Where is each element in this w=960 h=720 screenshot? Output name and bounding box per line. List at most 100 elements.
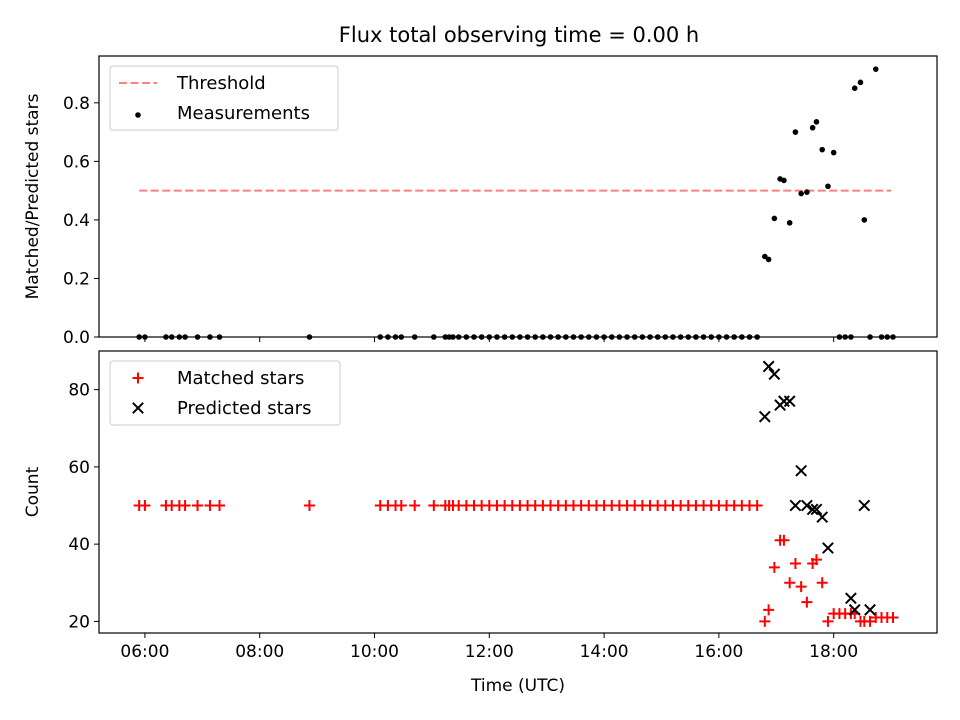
y-axis-label: Matched/Predicted stars xyxy=(23,93,43,299)
measurement-point xyxy=(442,334,449,340)
measurement-point xyxy=(176,334,183,340)
measurement-point xyxy=(501,334,508,340)
measurement-point xyxy=(804,189,810,195)
matched-star-point xyxy=(204,500,216,512)
measurement-point xyxy=(216,334,223,340)
matched-star-point xyxy=(778,534,790,546)
measurement-point xyxy=(398,334,405,340)
y-tick-label: 0.6 xyxy=(63,152,90,172)
measurement-point xyxy=(446,334,452,340)
predicted-star-point xyxy=(806,503,819,516)
matched-star-point xyxy=(428,500,440,512)
measurement-point xyxy=(716,334,722,340)
measurement-point xyxy=(524,334,531,340)
axes-frame xyxy=(98,350,938,634)
matched-star-point xyxy=(887,612,899,624)
measurement-point xyxy=(194,334,201,340)
measurement-point xyxy=(857,79,864,86)
x-tick-label: 10:00 xyxy=(350,642,399,662)
x-axis-label: Time (UTC) xyxy=(470,676,565,696)
matched-star-point xyxy=(303,500,315,512)
measurement-point xyxy=(842,334,848,340)
matched-star-point xyxy=(751,500,763,512)
predicted-star-point xyxy=(848,603,861,616)
measurement-point xyxy=(450,334,456,340)
measurement-point xyxy=(377,334,384,340)
x-tick-label: 06:00 xyxy=(120,642,169,662)
measurement-point xyxy=(631,334,638,340)
measurement-point xyxy=(517,334,523,340)
measurement-point xyxy=(142,334,148,340)
measurement-point xyxy=(392,334,399,340)
measurement-point xyxy=(455,334,462,340)
measurement-point xyxy=(494,334,500,340)
predicted-star-point xyxy=(758,410,771,423)
matched-star-point xyxy=(763,604,775,616)
measurement-point xyxy=(825,183,831,190)
legend-predicted-swatch xyxy=(132,402,144,414)
measurement-point xyxy=(700,334,707,340)
measurement-point xyxy=(848,334,854,340)
measurement-point xyxy=(555,334,561,340)
legend-label: Measurements xyxy=(177,103,310,124)
matched-star-point xyxy=(409,500,421,512)
measurement-point xyxy=(563,334,569,340)
measurement-point xyxy=(647,334,653,340)
matched-star-point xyxy=(214,500,226,512)
measurement-point xyxy=(792,129,799,135)
chart-title: Flux total observing time = 0.00 h xyxy=(339,23,699,47)
measurement-point xyxy=(182,334,188,340)
y-tick-label: 0.0 xyxy=(63,328,90,348)
measurement-point xyxy=(662,334,669,340)
measurement-point xyxy=(654,334,661,340)
measurement-point xyxy=(830,149,837,156)
measurement-point xyxy=(431,334,437,340)
predicted-star-point xyxy=(844,592,857,605)
matched-star-point xyxy=(192,500,204,512)
x-tick-label: 12:00 xyxy=(465,642,514,662)
predicted-star-point xyxy=(768,368,781,381)
measurement-point xyxy=(585,334,592,340)
legend-box xyxy=(109,65,339,131)
measurement-point xyxy=(540,334,546,340)
matched-star-point xyxy=(768,561,780,573)
measurement-point xyxy=(851,85,858,91)
x-tick-label: 08:00 xyxy=(235,642,284,662)
x-tick-label: 16:00 xyxy=(694,642,743,662)
measurement-point xyxy=(693,334,699,340)
legend-measurement-swatch xyxy=(135,112,141,118)
y-tick-label: 80 xyxy=(68,381,90,401)
y-tick-label: 20 xyxy=(68,612,90,632)
measurement-point xyxy=(486,334,493,340)
matched-star-point xyxy=(179,500,191,512)
measurement-point xyxy=(781,177,787,184)
legend-box xyxy=(109,360,341,426)
measurement-point xyxy=(878,334,885,340)
measurement-point xyxy=(754,334,760,340)
legend-matched-swatch xyxy=(132,372,144,384)
legend-label: Matched stars xyxy=(177,368,304,389)
measurement-point xyxy=(867,334,873,340)
measurement-point xyxy=(601,334,607,340)
measurement-point xyxy=(798,190,804,197)
measurement-point xyxy=(765,256,772,263)
measurement-point xyxy=(163,334,169,340)
measurement-point xyxy=(616,334,623,340)
x-tick-label: 18:00 xyxy=(809,642,858,662)
predicted-star-point xyxy=(795,464,808,477)
measurement-point xyxy=(890,334,896,340)
measurement-point xyxy=(746,334,753,340)
matched-star-point xyxy=(395,500,407,512)
matched-star-point xyxy=(784,577,796,589)
top-panel-measurements: 0.0 0.2 0.4 0.6 0.8 Matched/Predicted stars Th… xyxy=(23,55,938,348)
measurement-point xyxy=(819,146,826,153)
measurement-point xyxy=(670,334,676,340)
matched-star-point xyxy=(139,500,151,512)
predicted-star-point xyxy=(816,511,829,524)
measurement-point xyxy=(639,334,646,340)
measurement-point xyxy=(836,334,843,340)
measurement-point xyxy=(813,119,820,125)
measurement-point xyxy=(739,334,745,340)
y-axis-label: Count xyxy=(23,466,43,517)
